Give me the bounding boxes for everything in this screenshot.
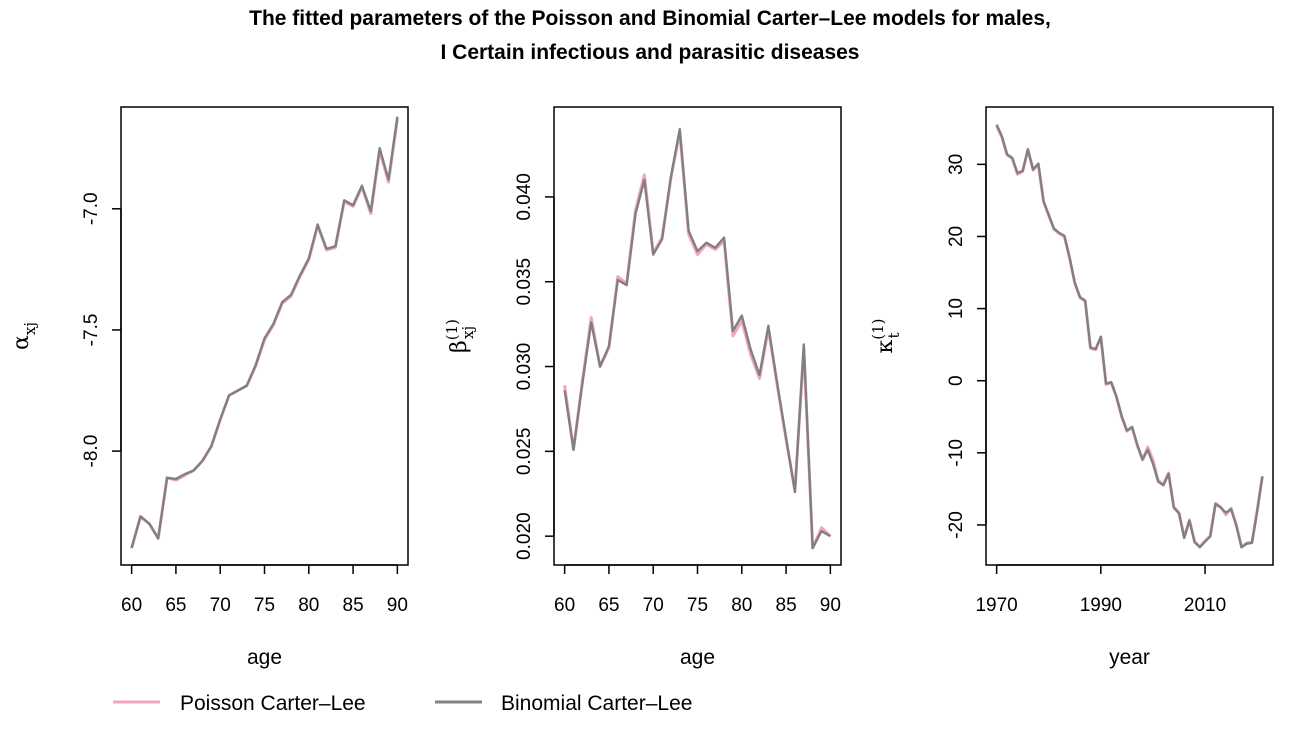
alpha-x-tick-label: 70 (210, 595, 231, 616)
beta-y-axis-title: β(1)xj (443, 319, 477, 353)
chart-title-line-2: I Certain infectious and parasitic disea… (441, 41, 860, 64)
kappa-x-tick-label: 1970 (975, 595, 1017, 616)
alpha-y-axis-title: αxj (9, 322, 39, 350)
kappa-series-binomial-line (995, 124, 1264, 549)
legend-label-binomial: Binomial Carter–Lee (501, 692, 692, 715)
alpha-y-tick-label: -7.5 (81, 314, 102, 347)
alpha-y-tick-label: -8.0 (81, 435, 102, 468)
beta-series-binomial-line (563, 127, 831, 550)
alpha-x-tick-label: 65 (165, 595, 186, 616)
beta-x-tick-label: 70 (643, 595, 664, 616)
beta-x-tick-label: 90 (820, 595, 841, 616)
kappa-plot-frame (985, 106, 1274, 566)
kappa-series-poisson-line (995, 125, 1264, 549)
chart-title-line-1: The fitted parameters of the Poisson and… (249, 7, 1051, 30)
beta-y-tick-label: 0.025 (514, 428, 535, 476)
beta-x-tick-label: 60 (554, 595, 575, 616)
alpha-x-tick-label: 90 (387, 595, 408, 616)
kappa-y-axis-title: κ(1)t (869, 319, 903, 354)
beta-series-poisson-line (563, 130, 832, 550)
beta-y-tick-label: 0.035 (514, 258, 535, 306)
beta-y-axis-superscript: (1) (443, 319, 461, 340)
kappa-y-tick-label: 20 (946, 226, 967, 247)
alpha-series-poisson-line (130, 118, 399, 549)
beta-y-axis-subscript: xj (459, 326, 477, 339)
alpha-y-axis-subscript: xj (21, 322, 39, 335)
kappa-y-axis-superscript: (1) (869, 319, 887, 340)
alpha-y-tick-label: -7.0 (81, 192, 102, 225)
alpha-x-axis-title: age (247, 646, 282, 669)
kappa-y-tick-label: 30 (946, 154, 967, 175)
alpha-x-tick-label: 60 (121, 595, 142, 616)
beta-panel: 60 65 70 75 80 85 90 0.020 0.025 0.030 0.035 0.040 a… (443, 106, 842, 669)
alpha-x-tick-label: 85 (343, 595, 364, 616)
kappa-y-tick-label: -10 (946, 439, 967, 466)
kappa-x-axis-title: year (1109, 646, 1150, 669)
beta-y-tick-label: 0.030 (514, 343, 535, 391)
kappa-y-tick-label: -20 (946, 511, 967, 538)
beta-x-tick-label: 85 (776, 595, 797, 616)
alpha-y-axis-symbol: α (9, 335, 34, 350)
beta-x-tick-label: 75 (687, 595, 708, 616)
legend: Poisson Carter–Lee Binomial Carter–Lee (113, 692, 692, 715)
legend-label-poisson: Poisson Carter–Lee (180, 692, 366, 715)
kappa-y-axis-subscript: t (885, 332, 903, 338)
kappa-panel: 1970 1990 2010 -20 -10 0 10 20 30 year κ(1)t (869, 106, 1274, 669)
beta-x-tick-label: 80 (731, 595, 752, 616)
kappa-x-tick-label: 2010 (1184, 595, 1226, 616)
alpha-x-tick-label: 80 (298, 595, 319, 616)
beta-y-tick-label: 0.020 (514, 512, 535, 560)
kappa-y-tick-label: 0 (946, 375, 967, 386)
alpha-panel: 60 65 70 75 80 85 90 -8.0 -7.5 -7.0 age αxj (9, 106, 409, 669)
kappa-x-tick-label: 1990 (1080, 595, 1122, 616)
kappa-y-axis-symbol: κ (873, 340, 898, 354)
beta-y-tick-label: 0.040 (514, 173, 535, 221)
alpha-x-tick-label: 75 (254, 595, 275, 616)
alpha-series-binomial-line (130, 116, 399, 549)
kappa-y-tick-label: 10 (946, 298, 967, 319)
beta-plot-frame (553, 106, 842, 566)
beta-y-axis-symbol: β (447, 340, 472, 353)
beta-x-tick-label: 65 (598, 595, 619, 616)
beta-x-axis-title: age (680, 646, 715, 669)
